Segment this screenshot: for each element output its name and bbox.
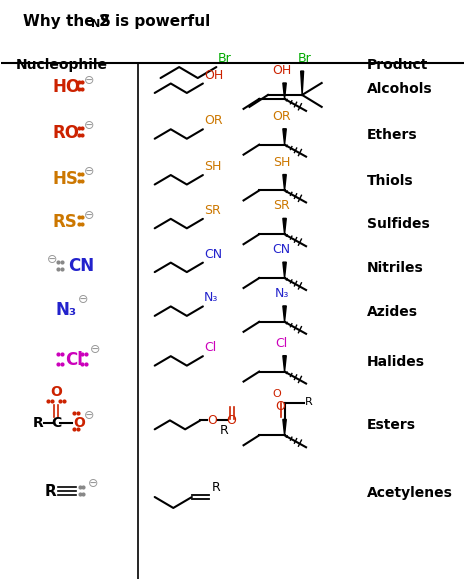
Polygon shape xyxy=(283,83,286,99)
Polygon shape xyxy=(283,175,286,190)
Text: OR: OR xyxy=(204,114,222,127)
Text: Acetylenes: Acetylenes xyxy=(366,486,453,500)
Text: O: O xyxy=(276,400,286,414)
Text: Thiols: Thiols xyxy=(366,173,413,187)
Text: ⊖: ⊖ xyxy=(84,74,94,86)
Text: Cl: Cl xyxy=(275,337,288,350)
Text: Azides: Azides xyxy=(366,305,418,319)
Text: 2 is powerful: 2 is powerful xyxy=(99,14,210,30)
Text: Why the S: Why the S xyxy=(23,14,111,30)
Text: CN: CN xyxy=(204,248,222,260)
Polygon shape xyxy=(283,356,286,372)
Text: ⊖: ⊖ xyxy=(84,409,94,422)
Text: Br: Br xyxy=(297,52,311,65)
Text: ⊖: ⊖ xyxy=(88,477,99,490)
Text: Esters: Esters xyxy=(366,418,416,432)
Text: HS: HS xyxy=(52,169,78,187)
Text: SH: SH xyxy=(204,160,221,173)
Text: ⊖: ⊖ xyxy=(84,119,94,132)
Polygon shape xyxy=(283,262,286,278)
Text: O: O xyxy=(207,414,217,427)
Text: RS: RS xyxy=(52,213,77,231)
Text: N: N xyxy=(91,19,100,30)
Text: ⊖: ⊖ xyxy=(84,209,94,222)
Polygon shape xyxy=(283,129,286,144)
Polygon shape xyxy=(283,306,286,322)
Text: OH: OH xyxy=(272,64,291,77)
Polygon shape xyxy=(283,218,286,234)
Text: ⊖: ⊖ xyxy=(84,165,94,178)
Text: O: O xyxy=(227,414,237,427)
Text: HO: HO xyxy=(52,78,80,96)
Text: C: C xyxy=(51,416,61,430)
Text: ⊖: ⊖ xyxy=(78,293,89,306)
Text: CN: CN xyxy=(273,243,291,256)
Text: SR: SR xyxy=(273,200,290,212)
Text: Halides: Halides xyxy=(366,354,425,369)
Text: N₃: N₃ xyxy=(204,291,218,305)
Text: Alcohols: Alcohols xyxy=(366,82,432,96)
Text: O: O xyxy=(73,416,85,430)
Text: ⊖: ⊖ xyxy=(47,253,57,266)
Text: OR: OR xyxy=(273,110,291,123)
Text: N₃: N₃ xyxy=(55,301,76,319)
Text: N₃: N₃ xyxy=(274,287,289,300)
Text: Nucleophile: Nucleophile xyxy=(16,58,108,72)
Text: ⊖: ⊖ xyxy=(90,343,100,356)
Text: O: O xyxy=(273,390,281,400)
Text: R: R xyxy=(211,481,220,494)
Polygon shape xyxy=(301,71,304,95)
Text: SH: SH xyxy=(273,155,290,169)
Text: Br: Br xyxy=(218,52,231,65)
Text: R: R xyxy=(220,425,228,437)
Text: R: R xyxy=(305,397,313,408)
Polygon shape xyxy=(283,419,286,436)
Text: R: R xyxy=(33,416,44,430)
Text: RO: RO xyxy=(52,124,79,142)
Text: Cl: Cl xyxy=(65,351,83,369)
Text: SR: SR xyxy=(204,204,220,217)
Text: R: R xyxy=(45,484,56,499)
Text: CN: CN xyxy=(68,257,94,275)
Text: Nitriles: Nitriles xyxy=(366,261,423,275)
Text: Sulfides: Sulfides xyxy=(366,218,429,231)
Text: OH: OH xyxy=(204,68,223,82)
Text: Ethers: Ethers xyxy=(366,128,417,142)
Text: Product: Product xyxy=(366,58,428,72)
Text: Cl: Cl xyxy=(204,341,216,354)
Text: O: O xyxy=(50,386,62,400)
